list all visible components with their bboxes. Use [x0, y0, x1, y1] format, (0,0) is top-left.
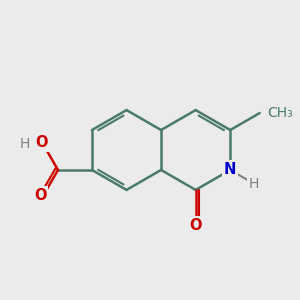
- Text: H: H: [20, 137, 30, 151]
- Text: CH₃: CH₃: [267, 106, 293, 120]
- Text: N: N: [224, 163, 236, 178]
- Text: O: O: [189, 218, 202, 233]
- Text: O: O: [34, 188, 46, 203]
- Text: H: H: [249, 176, 259, 190]
- Text: O: O: [35, 135, 48, 150]
